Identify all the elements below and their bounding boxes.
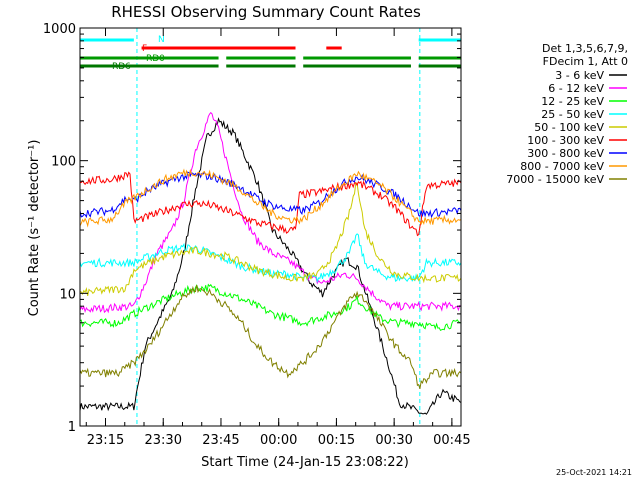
legend-label-8: 7000 - 15000 keV <box>506 173 604 186</box>
series-line-1 <box>79 111 462 314</box>
series-line-8 <box>79 285 462 390</box>
x-tick-label-2: 23:45 <box>202 433 239 448</box>
y-tick-label-2: 100 <box>51 155 76 170</box>
legend-label-6: 300 - 800 keV <box>527 147 604 160</box>
x-tick-label-4: 00:15 <box>318 433 355 448</box>
x-tick-label-3: 00:00 <box>260 433 297 448</box>
flag-label-f: F <box>142 44 147 54</box>
series-line-2 <box>79 283 462 331</box>
chart-title: RHESSI Observing Summary Count Rates <box>111 3 421 21</box>
flag-label-rd6: RD6 <box>112 62 131 72</box>
series-line-3 <box>79 233 462 284</box>
legend-header-0: Det 1,3,5,6,7,9, <box>542 42 628 55</box>
y-axis-label: Count Rate (s⁻¹ detector⁻¹) <box>27 140 42 317</box>
legend-label-4: 50 - 100 keV <box>534 121 604 134</box>
legend-label-3: 25 - 50 keV <box>541 108 604 121</box>
plot-frame <box>79 27 462 427</box>
legend-header-1: FDecim 1, Att 0 <box>543 55 628 68</box>
legend-label-0: 3 - 6 keV <box>555 69 604 82</box>
y-tick-label-3: 1000 <box>43 22 76 37</box>
x-tick-label-5: 00:30 <box>375 433 412 448</box>
series-line-7 <box>79 168 462 228</box>
series-line-4 <box>79 182 462 296</box>
axes: 23:15 23:30 23:45 00:00 00:15 00:30 00:45 1 10 10… <box>43 22 471 448</box>
legend-label-5: 100 - 300 keV <box>527 134 604 147</box>
series-line-5 <box>79 171 462 237</box>
legend-label-7: 800 - 7000 keV <box>520 160 604 173</box>
flag-label-n: N <box>158 35 165 45</box>
y-tick-label-0: 1 <box>68 420 76 435</box>
x-tick-label-0: 23:15 <box>87 433 124 448</box>
flag-label-rd0: RD0 <box>146 54 165 64</box>
legend-label-1: 6 - 12 keV <box>548 82 604 95</box>
legend-label-2: 12 - 25 keV <box>541 95 604 108</box>
x-axis-label: Start Time (24-Jan-15 23:08:22) <box>201 455 409 470</box>
y-tick-label-1: 10 <box>59 287 76 302</box>
x-tick-label-1: 23:30 <box>145 433 182 448</box>
legend: Det 1,3,5,6,7,9,FDecim 1, Att 03 - 6 keV… <box>506 42 628 186</box>
x-tick-label-6: 00:45 <box>433 433 470 448</box>
footer-date: 25-Oct-2021 14:21 <box>556 468 632 477</box>
